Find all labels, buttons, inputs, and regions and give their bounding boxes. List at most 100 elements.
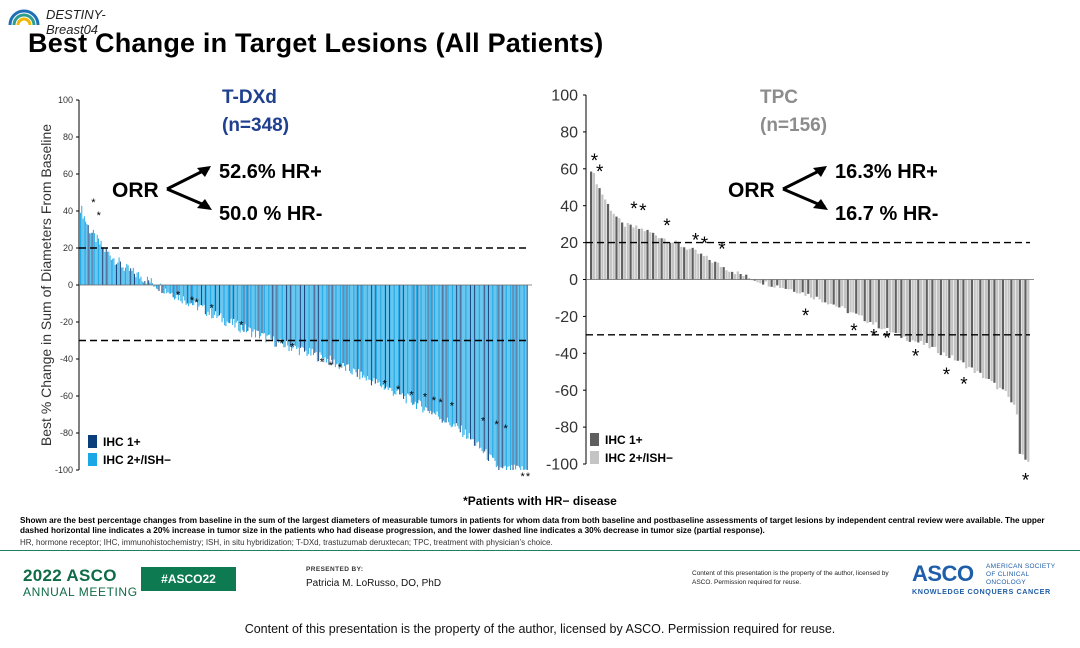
- arm-title: T-DXd: [222, 87, 277, 108]
- bar: [230, 285, 232, 319]
- bar: [82, 218, 84, 285]
- destiny-breast04-logo: [8, 9, 40, 26]
- bar: [258, 285, 260, 339]
- bar: [990, 279, 993, 382]
- bar: [431, 285, 433, 415]
- orr-label: ORR: [728, 179, 775, 202]
- bar: [942, 279, 945, 353]
- bar: [216, 285, 218, 319]
- bar: [408, 285, 410, 395]
- bar-group: [80, 205, 528, 470]
- legend-label: IHC 1+: [103, 435, 141, 449]
- bar: [454, 285, 456, 427]
- bar: [458, 285, 460, 429]
- bar: [176, 285, 178, 295]
- bar: [521, 285, 523, 467]
- hr-negative-marker: *: [596, 162, 604, 183]
- bar: [818, 279, 821, 300]
- bar: [293, 285, 295, 346]
- figure-footnote: Shown are the best percentage changes fr…: [20, 516, 1045, 535]
- bar: [157, 285, 159, 290]
- bar: [660, 238, 663, 280]
- hr-negative-marker: *: [870, 326, 878, 347]
- bar: [838, 279, 841, 308]
- bar: [745, 274, 748, 280]
- bar: [189, 285, 191, 304]
- bar: [257, 285, 259, 331]
- bar: [96, 234, 98, 285]
- bar: [801, 279, 804, 293]
- bar: [426, 285, 428, 408]
- bar: [525, 285, 527, 470]
- bar: [511, 285, 513, 465]
- bar: [170, 285, 172, 294]
- bar: [798, 279, 801, 294]
- bar: [220, 285, 222, 314]
- bar: [422, 285, 424, 413]
- bar: [815, 279, 818, 297]
- bar: [117, 262, 119, 285]
- bar: [520, 285, 522, 470]
- bar: [423, 285, 425, 411]
- legend: IHC 1+ IHC 2+/ISH−: [88, 435, 171, 467]
- bar: [212, 285, 214, 319]
- bar: [1007, 279, 1010, 397]
- bar: [307, 285, 309, 355]
- bar: [668, 242, 672, 280]
- bar: [773, 279, 776, 288]
- bar: [515, 285, 517, 470]
- bar: [685, 249, 689, 280]
- bar: [350, 285, 352, 374]
- bar: [378, 285, 380, 382]
- bar: [787, 279, 790, 290]
- bar: [83, 216, 85, 285]
- bar: [343, 285, 345, 367]
- bar: [731, 271, 734, 280]
- bar: [767, 279, 770, 287]
- bar: [87, 225, 89, 285]
- hr-negative-marker: *: [338, 362, 343, 374]
- y-axis-label: Best % Change in Sum of Diameters From B…: [38, 124, 54, 446]
- asco-logo: ASCO: [912, 561, 974, 586]
- hr-negative-marker: *: [481, 415, 486, 427]
- bar: [526, 285, 528, 470]
- bar: [984, 279, 988, 379]
- bar: [305, 285, 307, 351]
- bar: [869, 279, 872, 322]
- bar: [127, 265, 129, 285]
- bar: [346, 285, 348, 365]
- legend-swatch: [88, 453, 97, 466]
- bar: [716, 262, 720, 280]
- bar: [98, 238, 99, 285]
- bar: [99, 244, 101, 285]
- bar: [931, 279, 934, 347]
- bar: [179, 285, 181, 295]
- bar: [522, 285, 524, 470]
- bar: [476, 285, 478, 443]
- bar: [513, 285, 515, 465]
- bar: [278, 285, 280, 343]
- bar: [173, 285, 175, 300]
- bar: [249, 285, 251, 329]
- bar: [291, 285, 293, 351]
- bar: [347, 285, 349, 365]
- bar: [595, 184, 598, 280]
- bar: [374, 285, 376, 384]
- bar: [953, 279, 957, 361]
- y-tick-label: 60: [560, 161, 578, 178]
- arrowhead-icon: [813, 199, 828, 210]
- bar: [466, 285, 468, 439]
- bar: [262, 285, 264, 334]
- bar: [462, 285, 464, 438]
- bar: [640, 228, 643, 280]
- bar: [883, 279, 886, 329]
- bar: [229, 285, 231, 324]
- bar: [204, 285, 206, 315]
- bar: [434, 285, 435, 414]
- bar: [381, 285, 383, 388]
- bar: [376, 285, 378, 380]
- hr-negative-marker: *: [194, 297, 199, 309]
- bar: [457, 285, 459, 426]
- hr-negative-marker: *: [943, 365, 951, 386]
